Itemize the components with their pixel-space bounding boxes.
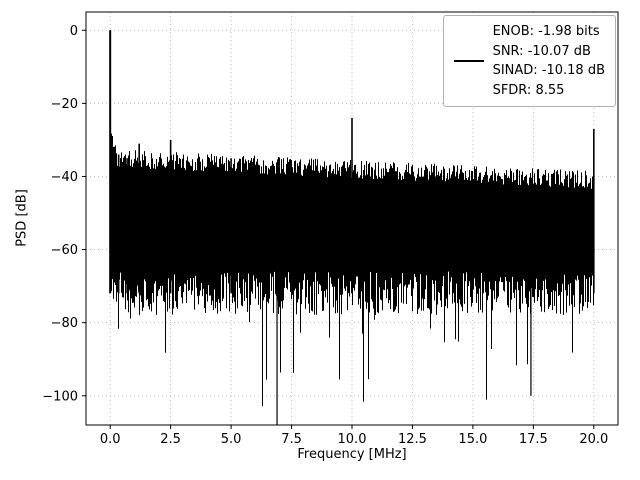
y-tick-label: −100 (42, 389, 78, 404)
y-tick-label: −40 (51, 170, 78, 185)
x-tick-label: 10.0 (338, 432, 367, 447)
y-tick-label: −60 (51, 243, 78, 258)
x-tick-label: 0.0 (100, 432, 121, 447)
x-tick-label: 20.0 (579, 432, 608, 447)
x-tick-label: 7.5 (281, 432, 302, 447)
y-tick-label: −20 (51, 97, 78, 112)
legend-entry-sinad: SINAD: -10.18 dB (492, 63, 605, 78)
y-axis-label: PSD [dB] (14, 189, 30, 247)
y-tick-label: −80 (51, 316, 78, 331)
x-tick-label: 5.0 (221, 432, 242, 447)
x-tick-label: 17.5 (519, 432, 548, 447)
legend-line-sample (453, 60, 484, 62)
legend-entry-sfdr: SFDR: 8.55 (492, 82, 565, 98)
x-axis-label: Frequency [MHz] (297, 447, 407, 462)
legend-entry-snr: SNR: -10.07 dB (492, 43, 591, 59)
x-tick-label: 15.0 (458, 432, 487, 447)
legend-box: ENOB: -1.98 bits SNR: -10.07 dB SINAD: -… (442, 15, 616, 107)
x-tick-label: 2.5 (160, 432, 181, 447)
y-tick-label: 0 (70, 24, 78, 39)
legend-entry-enob: ENOB: -1.98 bits (492, 24, 600, 39)
x-tick-label: 12.5 (398, 432, 427, 447)
legend-entries: ENOB: -1.98 bits SNR: -10.07 dB SINAD: -… (493, 22, 605, 100)
